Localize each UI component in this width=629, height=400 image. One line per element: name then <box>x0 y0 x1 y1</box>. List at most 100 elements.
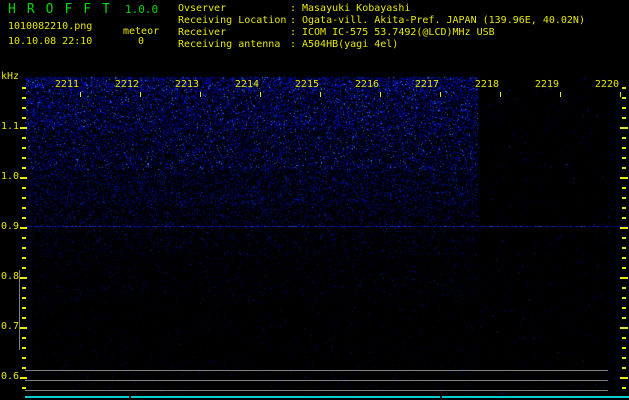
output-filename: 1010082210.png <box>8 21 93 32</box>
right-minor-tick <box>622 367 626 369</box>
y-minor-tick <box>22 97 26 99</box>
y-minor-tick <box>22 387 26 389</box>
right-minor-tick <box>622 187 626 189</box>
y-major-tick <box>20 227 27 229</box>
y-tick-label: 1.0 <box>0 171 19 182</box>
x-tick-mark <box>620 92 621 97</box>
right-minor-tick <box>622 257 626 259</box>
signal-level-trace <box>131 396 440 398</box>
y-major-tick <box>20 127 27 129</box>
info-row-label: Ovserver <box>178 3 227 14</box>
right-minor-tick <box>622 307 626 309</box>
y-tick-label: 1.1 <box>0 121 19 132</box>
signal-level-trace <box>442 396 629 398</box>
level-scale-bar <box>19 270 20 350</box>
info-row-separator: : <box>290 3 297 14</box>
right-minor-tick <box>622 197 626 199</box>
right-minor-tick <box>622 117 626 119</box>
x-tick-mark <box>560 92 561 97</box>
info-row-label: Receiver <box>178 27 227 38</box>
right-minor-tick <box>622 347 626 349</box>
right-minor-tick <box>622 357 626 359</box>
right-minor-tick <box>622 87 626 89</box>
right-minor-tick <box>622 157 626 159</box>
y-minor-tick <box>22 367 26 369</box>
meteor-count: 0 <box>138 36 145 47</box>
right-minor-tick <box>622 247 626 249</box>
y-minor-tick <box>22 247 26 249</box>
right-minor-tick <box>622 237 626 239</box>
y-minor-tick <box>22 287 26 289</box>
right-minor-tick <box>622 317 626 319</box>
info-row-value: Masayuki Kobayashi <box>302 3 411 14</box>
x-tick-mark <box>260 92 261 97</box>
mode-label: meteor <box>123 26 160 37</box>
right-minor-tick <box>622 297 626 299</box>
signal-level-trace <box>25 396 129 398</box>
y-minor-tick <box>22 337 26 339</box>
x-tick-label: 2214 <box>234 79 259 90</box>
y-minor-tick <box>22 117 26 119</box>
right-minor-tick <box>622 207 626 209</box>
x-tick-mark <box>80 92 81 97</box>
y-minor-tick <box>22 187 26 189</box>
level-grid-line <box>25 380 608 381</box>
y-minor-tick <box>22 357 26 359</box>
info-row-separator: : <box>290 39 297 50</box>
right-minor-tick <box>622 97 626 99</box>
x-tick-label: 2216 <box>354 79 379 90</box>
right-minor-tick <box>622 217 626 219</box>
x-tick-mark <box>500 92 501 97</box>
level-grid-line <box>25 390 608 391</box>
y-minor-tick <box>22 147 26 149</box>
info-row-label: Receiving Location <box>178 15 287 26</box>
info-row-label: Receiving antenna <box>178 39 281 50</box>
app-title: HROFFT <box>8 2 121 17</box>
info-row-separator: : <box>290 15 297 26</box>
y-minor-tick <box>22 197 26 199</box>
y-minor-tick <box>22 347 26 349</box>
y-minor-tick <box>22 207 26 209</box>
right-minor-tick <box>622 267 626 269</box>
x-tick-label: 2212 <box>114 79 139 90</box>
info-row-value: A504HB(yagi 4el) <box>302 39 399 50</box>
info-row-value: Ogata-vill. Akita-Pref. JAPAN (139.96E, … <box>302 15 585 26</box>
y-tick-label: 0.8 <box>0 271 19 282</box>
right-minor-tick <box>622 287 626 289</box>
y-tick-label: 0.6 <box>0 371 19 382</box>
x-tick-mark <box>440 92 441 97</box>
y-minor-tick <box>22 257 26 259</box>
x-tick-mark <box>200 92 201 97</box>
right-minor-tick <box>622 167 626 169</box>
right-major-tick <box>620 377 628 379</box>
y-tick-label: 0.9 <box>0 221 19 232</box>
x-tick-label: 2217 <box>414 79 439 90</box>
info-row-separator: : <box>290 27 297 38</box>
right-minor-tick <box>622 147 626 149</box>
y-major-tick <box>20 177 27 179</box>
y-minor-tick <box>22 217 26 219</box>
y-minor-tick <box>22 317 26 319</box>
y-minor-tick <box>22 87 26 89</box>
right-minor-tick <box>622 137 626 139</box>
x-tick-mark <box>380 92 381 97</box>
level-grid-line <box>25 370 608 371</box>
y-major-tick <box>20 277 27 279</box>
x-tick-mark <box>140 92 141 97</box>
right-major-tick <box>620 177 628 179</box>
y-minor-tick <box>22 307 26 309</box>
datetime-label: 10.10.08 22:10 <box>8 36 93 47</box>
x-tick-mark <box>320 92 321 97</box>
info-row-value: ICOM IC-575 53.7492(@LCD)MHz USB <box>302 27 495 38</box>
y-minor-tick <box>22 297 26 299</box>
y-minor-tick <box>22 107 26 109</box>
right-minor-tick <box>622 387 626 389</box>
y-minor-tick <box>22 237 26 239</box>
right-minor-tick <box>622 107 626 109</box>
y-major-tick <box>20 327 27 329</box>
x-tick-label: 2218 <box>474 79 499 90</box>
app-version: 1.0.0 <box>125 3 159 16</box>
right-major-tick <box>620 227 628 229</box>
